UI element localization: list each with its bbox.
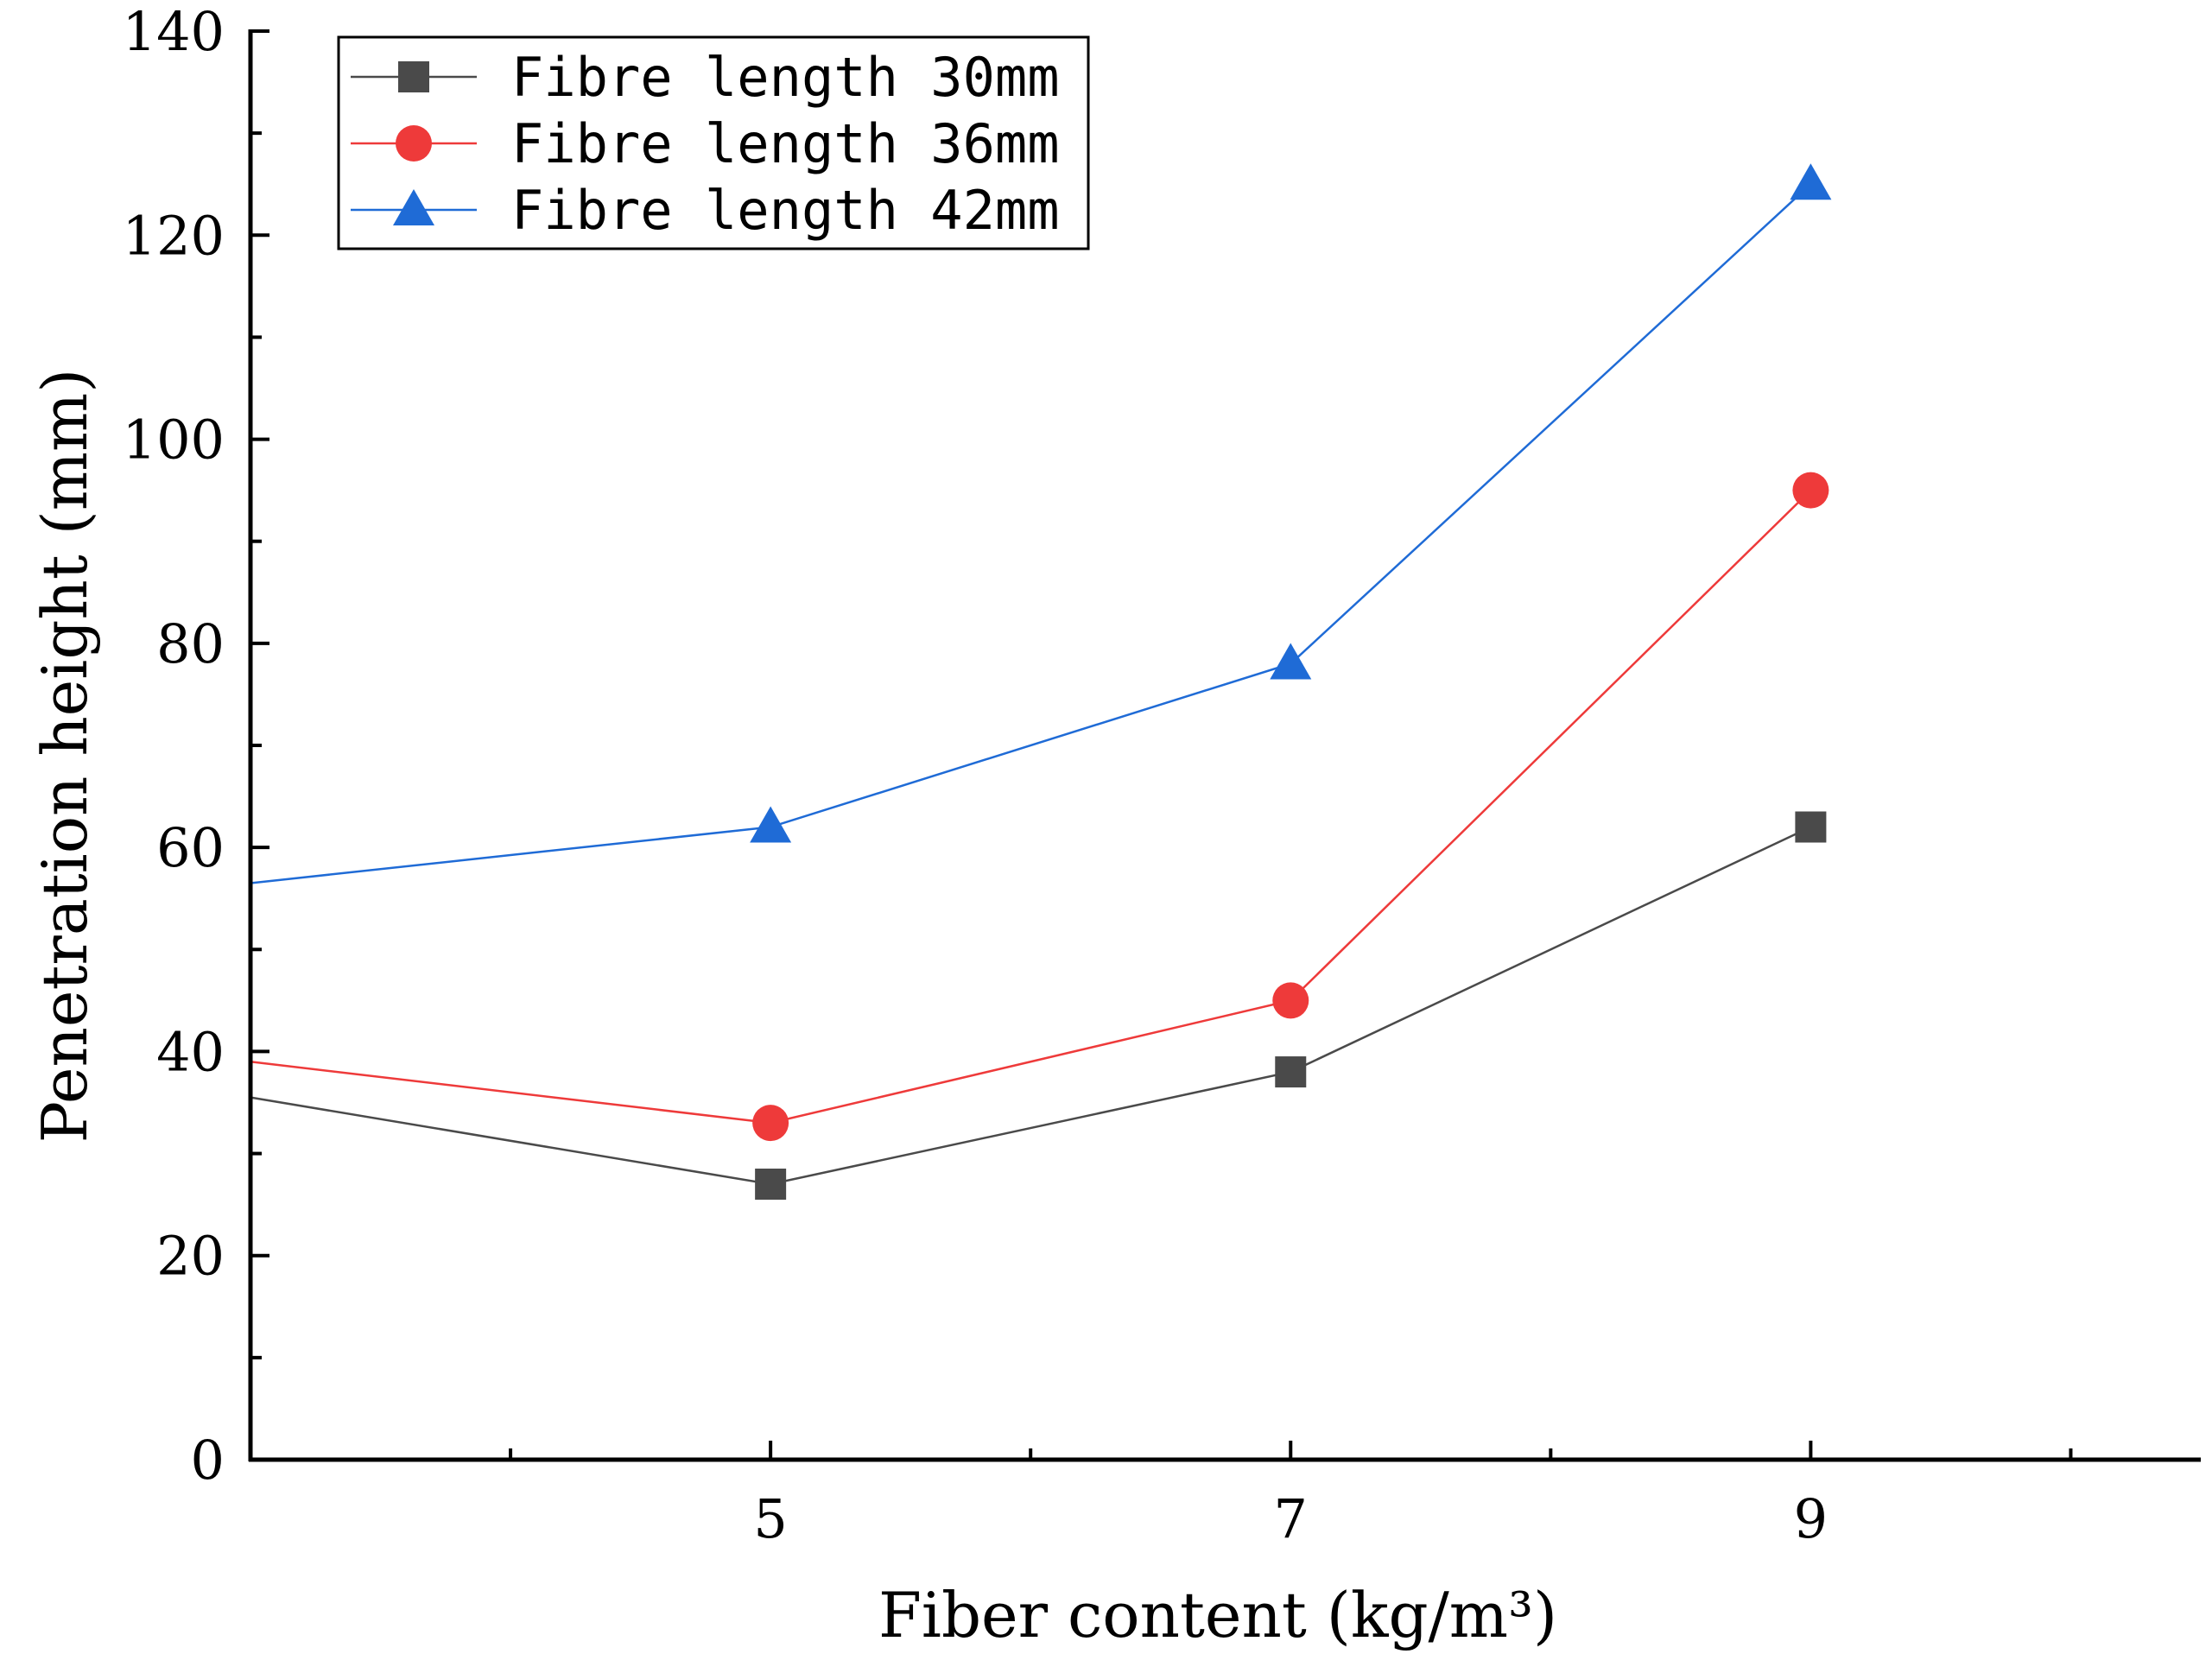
legend-marker-1 [398,61,429,92]
x-axis-label: Fiber content (kg/m³) [878,1579,1557,1651]
y-tick-label: 80 [156,612,225,675]
y-tick-label: 40 [156,1020,225,1083]
y-tick-label: 140 [123,0,225,63]
series-line-2 [250,489,1812,1125]
series-layer [250,163,1832,1201]
tick-labels: 0 20 40 60 80 100 120 140 5 7 9 [123,0,1828,1550]
data-point-1-3 [1275,1056,1307,1088]
data-point-2-2 [752,1105,789,1142]
axes [248,29,2201,1462]
series-line-3 [250,183,1812,884]
data-point-1-4 [1795,811,1827,843]
y-tick-label: 0 [191,1429,225,1492]
legend-marker-3 [393,189,434,225]
series-line-1 [250,826,1811,1186]
y-tick-label: 60 [156,816,225,879]
data-point-2-3 [1272,982,1309,1019]
x-tick-label: 5 [753,1487,787,1550]
y-tick-label: 120 [123,204,225,267]
data-point-1-2 [755,1169,787,1201]
y-axis-label: Penetration height (mm) [29,369,101,1144]
data-point-2-4 [1792,472,1829,509]
legend-label-2: Fibre length 36mm [511,112,1060,175]
data-point-3-3 [1270,643,1312,680]
y-tick-label: 100 [123,409,225,472]
legend-label-1: Fibre length 30mm [511,46,1060,109]
x-tick-label: 7 [1274,1487,1308,1550]
legend-label-3: Fibre length 42mm [511,179,1060,242]
legend-marker-2 [396,125,432,162]
data-point-3-2 [750,806,792,843]
data-point-3-4 [1790,163,1832,200]
y-tick-label: 20 [156,1225,225,1288]
x-tick-label: 9 [1794,1487,1828,1550]
